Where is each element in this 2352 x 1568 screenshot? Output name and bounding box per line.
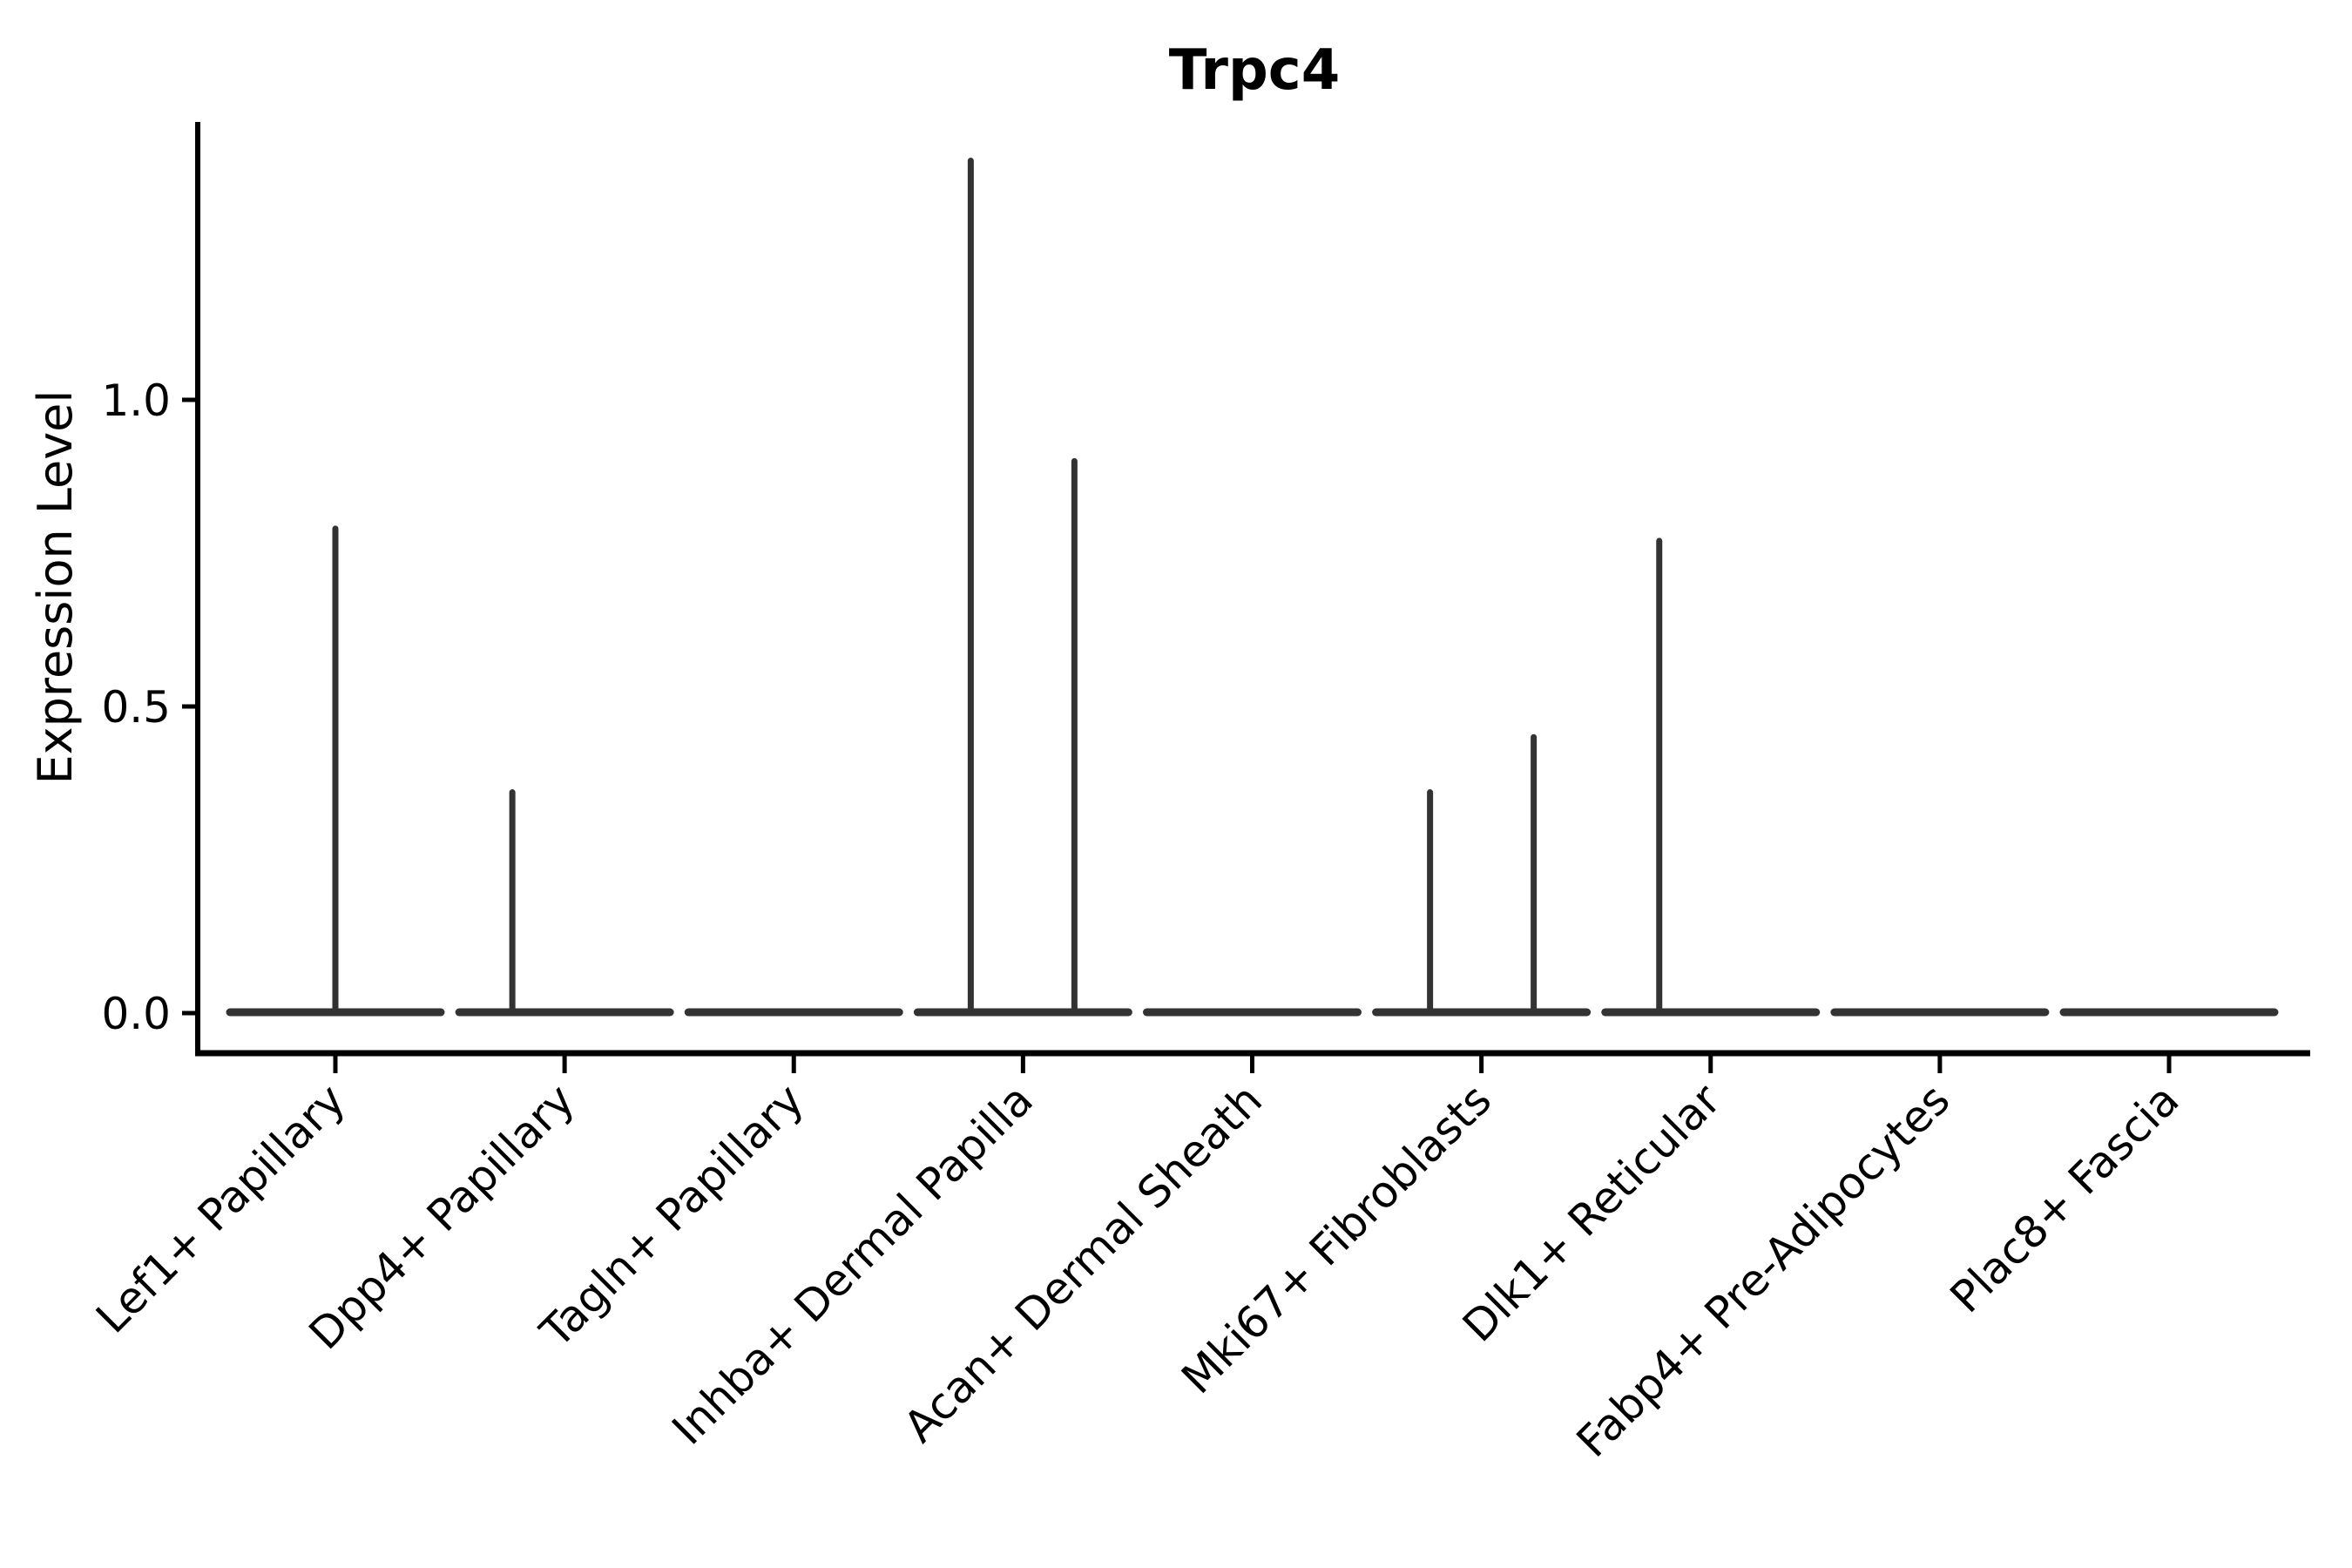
x-tick-label: Fabp4+ Pre-Adipocytes <box>1567 1074 1960 1467</box>
plot-axes <box>195 122 2310 1057</box>
y-tick-label: 0.0 <box>101 989 171 1039</box>
violins <box>226 157 2279 1017</box>
y-axis-label: Expression Level <box>28 390 83 785</box>
x-tick-label: Lef1+ Papillary <box>86 1074 355 1342</box>
y-tick-label: 1.0 <box>101 375 171 426</box>
chart-title: Trpc4 <box>1169 38 1340 103</box>
x-tick-label: Plac8+ Fascia <box>1941 1074 2189 1322</box>
y-tick-label: 0.5 <box>101 682 171 733</box>
y-ticks: 0.0 0.5 1.0 <box>101 375 198 1039</box>
